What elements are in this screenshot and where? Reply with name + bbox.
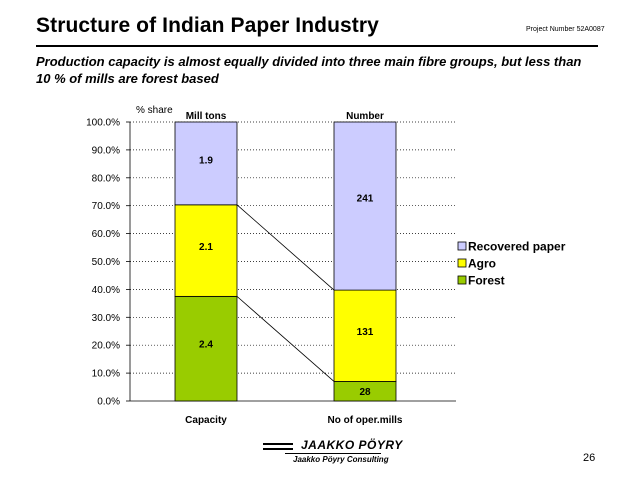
y-tick-label: 90.0% [92, 145, 120, 156]
legend-label: Agro [468, 257, 496, 271]
bar-segment-agro [333, 289, 397, 382]
project-number: Project Number 52A0087 [526, 26, 605, 33]
legend-swatch [457, 258, 467, 268]
y-tick-label: 70.0% [92, 201, 120, 212]
column-header: Number [346, 111, 384, 122]
connector-line [236, 204, 335, 291]
bar-segment-recovered-paper [174, 121, 238, 206]
data-label: 2.4 [199, 339, 213, 350]
column-header: Mill tons [186, 111, 227, 122]
data-label: 2.1 [199, 242, 213, 253]
legend-label: Forest [468, 274, 505, 288]
company-logo: JAAKKO PÖYRY Jaakko Pöyry Consulting [263, 437, 403, 471]
logo-bar-top [263, 443, 293, 445]
bar-segment-recovered-paper [333, 121, 397, 291]
logo-main-text: JAAKKO PÖYRY [301, 438, 403, 452]
legend-swatch [457, 275, 467, 285]
slide-title: Structure of Indian Paper Industry [36, 14, 379, 37]
y-tick-label: 30.0% [92, 313, 120, 324]
y-tick-label: 40.0% [92, 285, 120, 296]
page-number: 26 [583, 452, 596, 464]
logo-bar-bottom [263, 448, 293, 450]
title-rule [36, 45, 598, 47]
y-tick-label: 20.0% [92, 341, 120, 352]
y-tick-label: 60.0% [92, 229, 120, 240]
bar-segment-forest [174, 295, 238, 402]
x-category-label: Capacity [185, 415, 227, 426]
data-label: 131 [357, 327, 374, 338]
data-label: 241 [357, 194, 374, 205]
stacked-bar-chart: 0.0% 10.0% 20.0% 30.0% 40.0% 50.0% 60.0% 70.0% 8… [86, 105, 566, 426]
y-tick-label: 10.0% [92, 369, 120, 380]
y-tick-label: 0.0% [97, 397, 120, 408]
y-tick-label: 80.0% [92, 173, 120, 184]
logo-sub-text: Jaakko Pöyry Consulting [293, 455, 389, 464]
connector-line [236, 296, 335, 382]
legend-label: Recovered paper [468, 240, 566, 254]
y-tick-label: 50.0% [92, 257, 120, 268]
slide-subtitle: Production capacity is almost equally di… [36, 54, 582, 86]
legend-swatch [457, 241, 467, 251]
y-axis-label: % share [136, 105, 173, 116]
data-label: 28 [359, 387, 371, 398]
logo-stripe [285, 453, 381, 454]
data-label: 1.9 [199, 155, 213, 166]
y-tick-label: 100.0% [86, 118, 120, 129]
x-category-label: No of oper.mills [327, 415, 402, 426]
